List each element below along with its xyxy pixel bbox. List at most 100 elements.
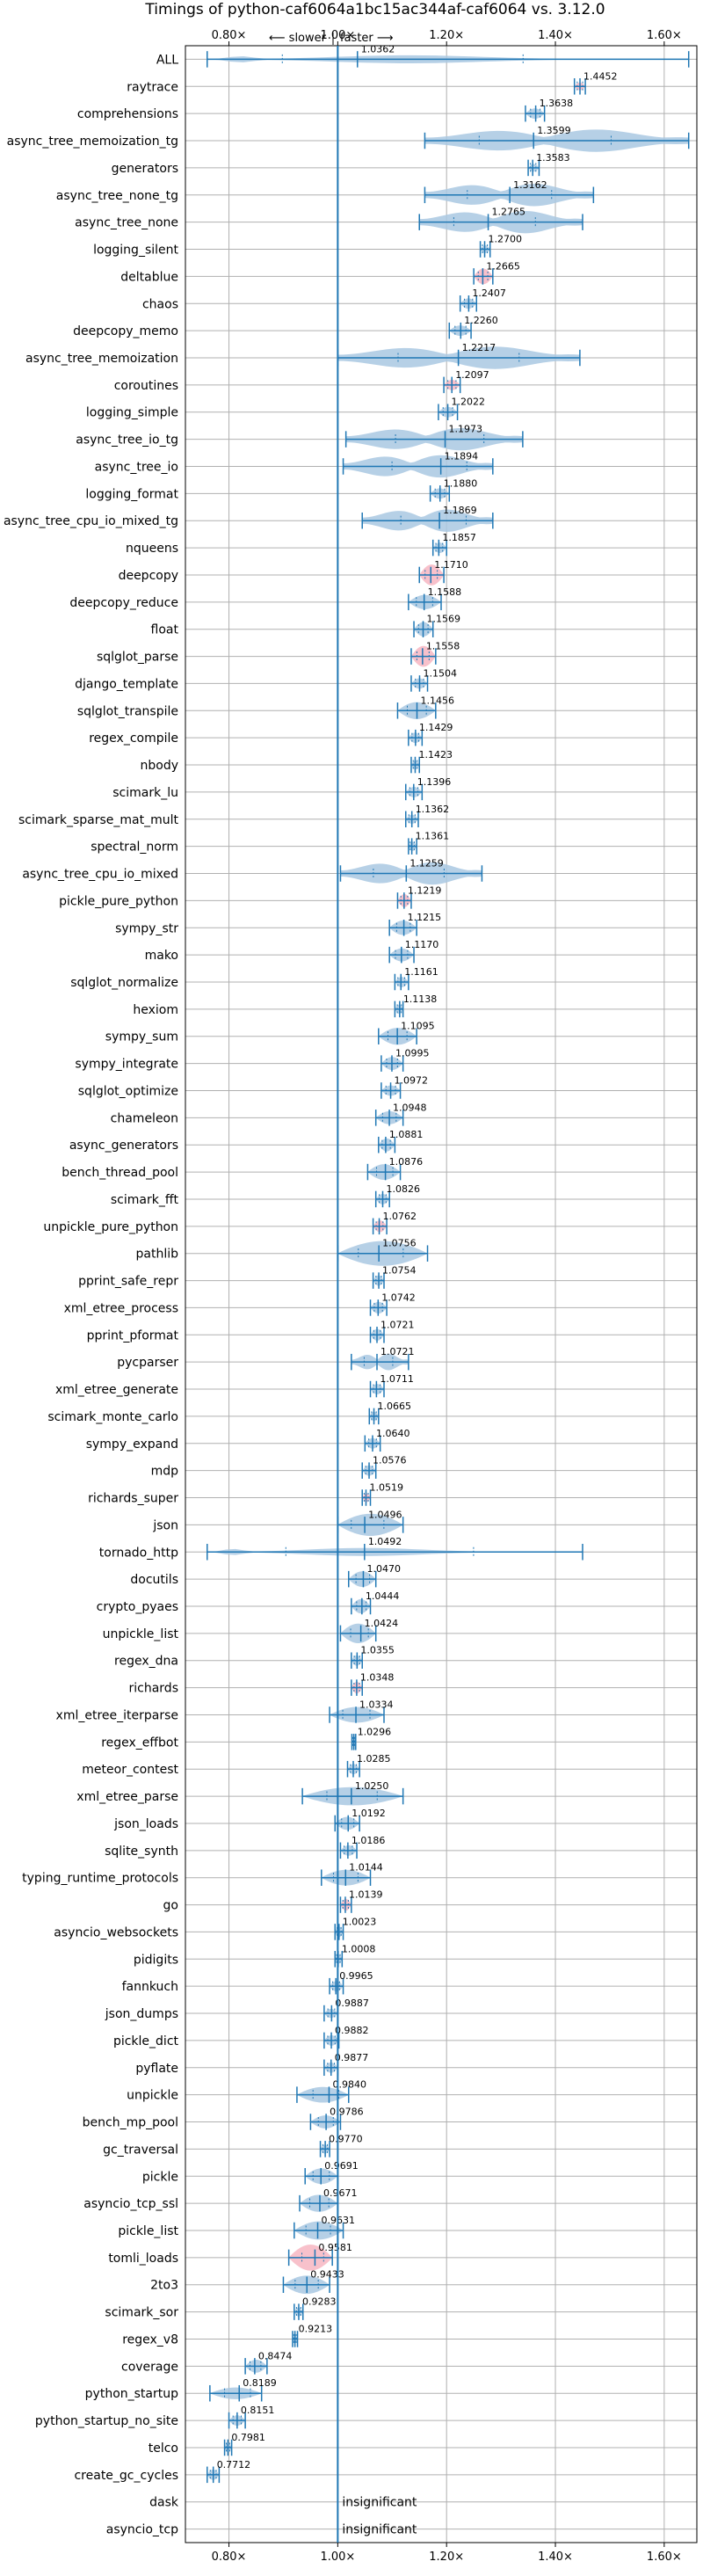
faster-direction-label: faster ⟶: [340, 32, 394, 45]
benchmark-label: spectral_norm: [91, 840, 178, 855]
benchmark-label: bench_thread_pool: [62, 1166, 178, 1180]
violin-group: [244, 2358, 268, 2375]
benchmark-label: scimark_sor: [105, 2306, 178, 2320]
benchmark-label: deltablue: [120, 270, 178, 284]
plot-frame: [185, 45, 698, 2543]
violin-group: [361, 1462, 377, 1479]
benchmark-label: fannkuch: [122, 1980, 178, 1994]
value-label: 0.9786: [330, 2106, 364, 2117]
value-label: 1.1973: [449, 424, 483, 435]
benchmark-label: pickle_list: [118, 2224, 178, 2238]
benchmark-label: json_dumps: [105, 2007, 178, 2021]
value-label: 1.3599: [537, 125, 571, 136]
x-tick-label-top: 1.00×: [320, 29, 355, 42]
benchmark-label: coverage: [121, 2360, 178, 2374]
benchmark-label: chameleon: [111, 1111, 178, 1125]
value-label: 1.0444: [366, 1590, 400, 1602]
benchmark-label: pprint_safe_repr: [78, 1275, 178, 1289]
benchmark-label: unpickle_list: [103, 1627, 179, 1641]
benchmark-label: sqlglot_optimize: [78, 1084, 178, 1098]
violin-group: [287, 2245, 333, 2271]
value-label: 1.2407: [472, 287, 506, 299]
value-label: 0.9965: [339, 1970, 373, 1982]
benchmark-label: create_gc_cycles: [74, 2469, 178, 2483]
violin-group: [323, 2032, 340, 2049]
benchmark-label: sympy_str: [115, 921, 178, 935]
value-label: 1.1259: [409, 857, 444, 869]
benchmark-label: pathlib: [136, 1248, 179, 1262]
value-label: 0.9671: [323, 2187, 358, 2199]
benchmark-label: scimark_fft: [111, 1193, 179, 1207]
violin-group: [364, 1435, 381, 1452]
benchmark-label: pickle_dict: [113, 2034, 179, 2048]
value-label: 1.0496: [368, 1509, 402, 1520]
violin-group: [424, 129, 690, 152]
violin-group: [337, 346, 581, 369]
violin-group: [418, 210, 583, 234]
violin-group: [410, 645, 437, 667]
benchmark-label: generators: [112, 162, 178, 176]
benchmark-label: deepcopy_memo: [73, 324, 178, 338]
value-label: 1.3162: [513, 179, 547, 191]
value-label: 1.1880: [444, 477, 478, 489]
violin-group: [405, 783, 424, 801]
violin-group: [339, 1896, 352, 1913]
violin-group: [418, 564, 445, 586]
value-label: 1.1569: [427, 614, 461, 625]
value-label: 1.0948: [393, 1102, 427, 1113]
violin-group: [339, 1842, 358, 1859]
benchmark-label: async_tree_memoization: [25, 352, 178, 366]
value-label: 0.9433: [310, 2269, 344, 2281]
value-label: 1.1215: [408, 912, 442, 923]
value-label: 1.1456: [421, 695, 454, 706]
benchmark-label: typing_runtime_protocols: [22, 1872, 178, 1886]
violin-group: [334, 1815, 360, 1832]
value-label: 0.7712: [217, 2459, 251, 2470]
value-label: 1.1558: [426, 641, 460, 652]
value-label: 1.1170: [405, 939, 439, 950]
benchmark-label: deepcopy_reduce: [69, 596, 178, 610]
benchmark-label: async_tree_io: [95, 460, 178, 474]
value-label: 0.9882: [335, 2025, 369, 2036]
violin-group: [525, 105, 546, 122]
violin-group: [299, 2194, 339, 2212]
violin-group: [294, 2303, 304, 2320]
benchmark-label: xml_etree_parse: [76, 1790, 178, 1804]
value-label: 0.9770: [329, 2133, 363, 2144]
benchmark-label: pprint_pformat: [87, 1328, 179, 1343]
violin-group: [378, 1136, 396, 1153]
benchmark-label: docutils: [130, 1573, 178, 1587]
value-label: 1.1361: [416, 831, 450, 842]
violin-group: [573, 78, 586, 95]
value-label: 1.0362: [361, 43, 395, 55]
value-label: 1.1095: [401, 1021, 435, 1032]
value-label: 1.0762: [383, 1211, 417, 1222]
insignificant-label: insignificant: [342, 2523, 417, 2537]
x-tick-label-bottom: 0.80×: [212, 2551, 247, 2564]
value-label: 1.0285: [357, 1753, 391, 1765]
value-label: 1.0640: [376, 1428, 410, 1439]
benchmark-label: go: [163, 1899, 178, 1913]
value-label: 1.0424: [365, 1618, 399, 1629]
violin-group: [394, 973, 409, 991]
benchmark-label: float: [151, 623, 179, 637]
benchmark-label: comprehensions: [77, 107, 178, 121]
benchmark-label: logging_silent: [93, 244, 178, 258]
benchmark-label: python_startup_no_site: [35, 2414, 178, 2428]
benchmark-label: json_loads: [113, 1817, 178, 1831]
benchmark-label: unpickle_pure_python: [43, 1220, 178, 1234]
benchmark-label: asyncio_tcp_ssl: [83, 2197, 178, 2211]
benchmark-label: mdp: [151, 1465, 179, 1479]
benchmark-label: 2to3: [150, 2279, 178, 2293]
violin-group: [223, 2439, 233, 2456]
insignificant-label: insignificant: [342, 2496, 417, 2510]
value-label: 1.4452: [583, 70, 618, 82]
benchmark-label: pickle: [142, 2170, 178, 2184]
benchmark-label: asyncio_websockets: [54, 1925, 178, 1939]
value-label: 1.0023: [343, 1916, 377, 1927]
benchmark-label: scimark_monte_carlo: [47, 1410, 178, 1424]
violin-group: [372, 1218, 388, 1235]
value-label: 1.0139: [349, 1889, 383, 1901]
value-label: 1.0008: [342, 1943, 376, 1954]
benchmark-label: logging_simple: [86, 406, 178, 420]
